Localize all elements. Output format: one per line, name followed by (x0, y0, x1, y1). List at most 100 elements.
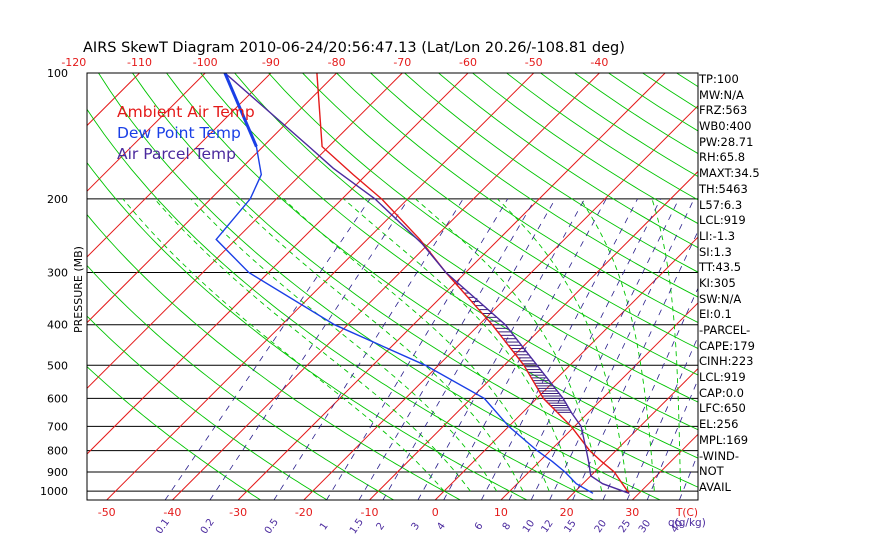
dry-adiabat-line (370, 73, 698, 298)
mixing-ratio-tick-label: 12 (539, 518, 555, 535)
top-temperature-tick-labels: -120 -110 -100 -90 -80 -70 -60 -50 -40 (61, 56, 608, 69)
mixing-ratio-tick-label: 4 (435, 521, 448, 533)
pressure-tick-label: 200 (47, 193, 68, 206)
stability-indices-panel: TP:100 MW:N/A FRZ:563 WB0:400 PW:28.71 RH:65.… (699, 72, 859, 496)
bottom-temperature-tick-labels: -50 -40 -30 -20 -10 0 10 20 30 (98, 506, 640, 519)
index-item: L57:6.3 (699, 197, 743, 212)
index-item: AVAIL (699, 479, 731, 494)
pressure-tick-label: 400 (47, 319, 68, 332)
index-item: CAP:0.0 (699, 385, 744, 400)
index-item: EI:0.1 (699, 307, 732, 322)
pressure-tick-label: 300 (47, 267, 68, 280)
isotherm-line (0, 73, 8, 500)
mixing-ratio-tick-label: 0.1 (154, 517, 172, 536)
mixing-ratio-tick-label: 10 (521, 518, 537, 535)
bottom-temp-tick-label: -50 (98, 506, 116, 519)
isotherm-line (303, 105, 698, 500)
moist-adiabat-line (122, 198, 445, 492)
dry-adiabat-line (87, 162, 528, 500)
index-item: TH:5463 (699, 181, 748, 196)
index-item: LFC:650 (699, 401, 746, 416)
top-temp-tick-label: -120 (61, 56, 86, 69)
dry-adiabat-line (404, 73, 698, 273)
moist-adiabat-line (579, 198, 655, 492)
mixing-ratio-line (273, 198, 464, 500)
index-item: CAPE:179 (699, 338, 755, 353)
mixing-ratio-tick-label: 15 (562, 518, 578, 535)
index-item: SW:N/A (699, 291, 742, 306)
moist-adiabat-line (190, 198, 497, 492)
bottom-temp-tick-label: 20 (560, 506, 574, 519)
isotherm-line (87, 73, 403, 390)
isotherm-line (434, 236, 698, 500)
pressure-tick-label: 100 (47, 67, 68, 80)
isotherm-line (237, 73, 666, 500)
mixing-ratio-line (164, 198, 371, 500)
index-item: EL:256 (699, 417, 739, 432)
mixing-ratio-tick-label: 3 (410, 521, 423, 533)
legend-ambient: Ambient Air Temp (117, 103, 255, 121)
top-temp-tick-label: -70 (393, 56, 411, 69)
index-item: TT:43.5 (699, 260, 742, 275)
mixing-ratio-line (530, 198, 680, 500)
index-item: -WIND- (699, 448, 740, 463)
bottom-temp-tick-label: 10 (494, 506, 508, 519)
bottom-temp-tick-label: -10 (361, 506, 379, 519)
mixing-ratio-tick-label: 1 (318, 521, 331, 533)
mixing-ratio-line (326, 198, 509, 500)
index-item: WB0:400 (699, 119, 752, 134)
top-temp-tick-label: -80 (328, 56, 346, 69)
mixing-ratio-line (572, 230, 698, 500)
dry-adiabat-line (200, 73, 698, 431)
dry-adiabat-line (87, 264, 395, 500)
isotherm-line (500, 302, 698, 500)
pressure-tick-label: 600 (47, 392, 68, 405)
mixing-ratio-line (358, 198, 536, 500)
dry-adiabat-line (234, 73, 698, 403)
index-item: SI:1.3 (699, 244, 732, 259)
mixing-ratio-line (549, 198, 695, 500)
isotherm-line (566, 367, 698, 500)
top-temp-tick-label: -60 (459, 56, 477, 69)
isotherm-line (106, 73, 535, 500)
sounding-traces (215, 73, 630, 494)
index-item: KI:305 (699, 275, 736, 290)
pressure-tick-label: 800 (47, 445, 68, 458)
top-temp-tick-label: -40 (590, 56, 608, 69)
dry-adiabat-line (302, 73, 698, 350)
mixing-ratio-line (382, 198, 556, 500)
bottom-temp-unit: T(C) (675, 507, 698, 519)
top-temp-tick-label: -90 (262, 56, 280, 69)
legend-dewpoint: Dew Point Temp (117, 124, 241, 142)
dry-adiabat-line (87, 366, 261, 500)
y-axis-label: PRESSURE (MB) (72, 246, 85, 333)
index-item: FRZ:563 (699, 103, 748, 118)
top-temp-tick-label: -110 (127, 56, 152, 69)
bottom-temp-tick-label: 30 (625, 506, 639, 519)
dry-adiabat-line (87, 315, 328, 500)
isotherm-line (87, 73, 272, 258)
index-item: CINH:223 (699, 354, 754, 369)
index-item: RH:65.8 (699, 150, 746, 165)
parcel-temp-trace (224, 73, 630, 494)
index-item: LCL:919 (699, 213, 746, 228)
index-item: PW:28.71 (699, 134, 754, 149)
dry-adiabat-line (87, 108, 594, 500)
top-temp-tick-label: -50 (525, 56, 543, 69)
pressure-tick-label: 900 (47, 466, 68, 479)
mixing-ratio-tick-label: 0.5 (263, 517, 281, 536)
bottom-temp-tick-label: 0 (432, 506, 439, 519)
mixing-ratio-line (508, 198, 661, 500)
index-item: TP:100 (699, 72, 739, 86)
mixing-ratio-line (481, 198, 638, 500)
dry-adiabat-line (268, 73, 698, 376)
ambient-temp-trace (316, 73, 630, 494)
bottom-temp-tick-label: -30 (229, 506, 247, 519)
dry-adiabat-line (438, 73, 698, 249)
moist-adiabat-line (343, 198, 576, 492)
isotherm-line (87, 73, 337, 324)
index-item: MW:N/A (699, 87, 744, 102)
bottom-temp-tick-label: -20 (295, 506, 313, 519)
legend-parcel: Air Parcel Temp (117, 145, 236, 163)
moist-adiabat-line (232, 198, 524, 492)
